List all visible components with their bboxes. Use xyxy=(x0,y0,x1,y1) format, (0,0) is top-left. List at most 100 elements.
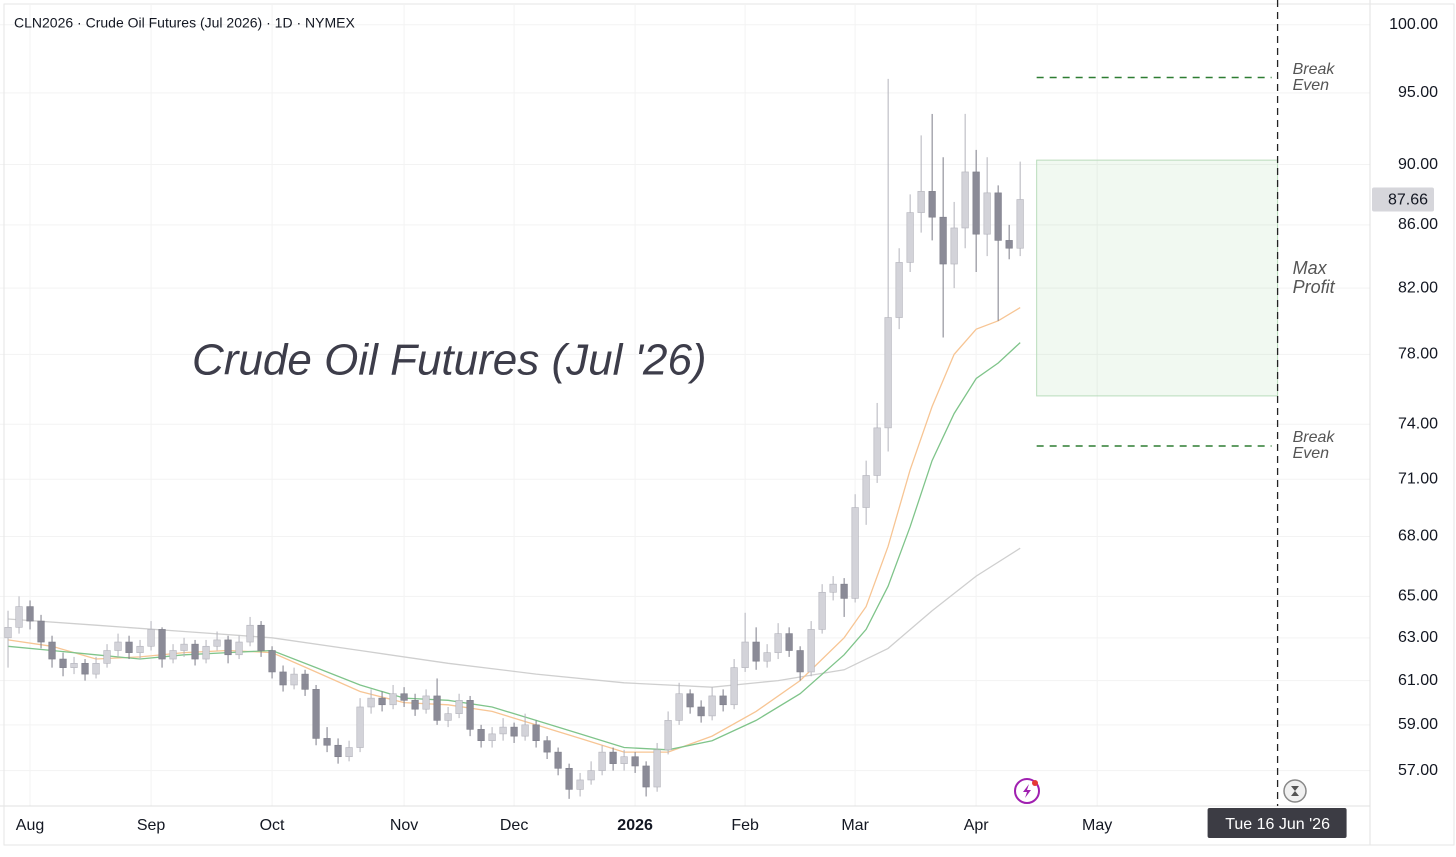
crosshair-label: Tue 16 Jun '26 xyxy=(1225,816,1330,833)
candle-body xyxy=(15,606,23,628)
candle-body xyxy=(213,639,221,647)
candle-body xyxy=(268,650,276,673)
candle-body xyxy=(59,658,67,668)
candle-body xyxy=(818,591,826,630)
candle-body xyxy=(895,262,903,318)
candle-body xyxy=(290,673,298,686)
candle-body xyxy=(851,507,859,599)
candle-body xyxy=(411,700,419,710)
moving-average-line xyxy=(7,547,1021,688)
candle-body xyxy=(510,726,518,737)
y-tick-label: 71.00 xyxy=(1398,470,1438,487)
candle-body xyxy=(92,663,100,675)
crosshair-tag xyxy=(1207,808,1347,838)
candle-body xyxy=(4,627,12,639)
candle-body xyxy=(499,726,507,735)
candle-body xyxy=(400,693,408,701)
chart-title: CLN2026 · Crude Oil Futures (Jul 2026) ·… xyxy=(14,15,355,31)
candle-body xyxy=(532,724,540,741)
candle-body xyxy=(422,695,430,710)
candle-body xyxy=(741,641,749,668)
y-tick-label: 74.00 xyxy=(1398,416,1438,433)
y-tick-label: 65.00 xyxy=(1398,588,1438,605)
candle-body xyxy=(114,641,122,651)
annotation-label: Break Even xyxy=(1292,60,1335,94)
candle-body xyxy=(235,641,243,656)
candle-body xyxy=(917,191,925,213)
plot-area xyxy=(0,5,1370,806)
candle-body xyxy=(653,749,661,788)
x-tick-label: Mar xyxy=(841,817,869,834)
y-tick-label: 68.00 xyxy=(1398,528,1438,545)
candle-body xyxy=(697,706,705,717)
candle-body xyxy=(191,643,199,660)
candle-body xyxy=(708,695,716,717)
hourglass xyxy=(1291,786,1299,796)
candle-body xyxy=(488,733,496,741)
candle-body xyxy=(873,427,881,476)
candle-body xyxy=(103,650,111,664)
x-tick-label: Apr xyxy=(964,817,990,834)
watermark: Crude Oil Futures (Jul '26) xyxy=(192,336,707,385)
hourglass-icon[interactable] xyxy=(1283,779,1307,803)
candle-body xyxy=(279,671,287,686)
bolt-dot xyxy=(1032,780,1038,786)
candle-body xyxy=(466,700,474,730)
frame xyxy=(3,3,1455,846)
candle-body xyxy=(224,639,232,656)
candle-body xyxy=(576,779,584,790)
candle-body xyxy=(565,767,573,790)
bolt-icon[interactable] xyxy=(1014,778,1040,804)
candle-body xyxy=(356,706,364,748)
annotation-label: Max Profit xyxy=(1292,258,1335,298)
candle-body xyxy=(906,212,914,263)
candle-body xyxy=(433,695,441,721)
candle-body xyxy=(367,697,375,708)
candle-body xyxy=(136,645,144,653)
candle-body xyxy=(763,652,771,662)
candle-body xyxy=(609,751,617,764)
candle-body xyxy=(983,192,991,235)
candle-body xyxy=(686,693,694,708)
candle-body xyxy=(829,583,837,593)
candle-body xyxy=(345,747,353,758)
candle-body xyxy=(389,693,397,706)
candle-body xyxy=(246,624,254,643)
y-tick-label: 95.00 xyxy=(1398,84,1438,101)
candle-body xyxy=(587,770,595,781)
candle-body xyxy=(620,756,628,764)
bolt-ring xyxy=(1014,778,1040,804)
candle-body xyxy=(158,629,166,660)
candle-body xyxy=(972,171,980,235)
candle-body xyxy=(202,645,210,660)
x-tick-label: Dec xyxy=(500,817,528,834)
y-tick-label: 86.00 xyxy=(1398,216,1438,233)
candle-body xyxy=(334,744,342,758)
candle-body xyxy=(543,740,551,753)
candle-body xyxy=(378,697,386,706)
candle-body xyxy=(48,641,56,660)
bolt xyxy=(1023,784,1031,798)
candle-body xyxy=(994,192,1002,241)
x-tick-label: Feb xyxy=(731,817,759,834)
last-price-tag xyxy=(1372,187,1434,212)
x-tick-label: Aug xyxy=(16,817,44,834)
max-profit-zone xyxy=(1036,159,1279,397)
candle-body xyxy=(312,689,320,739)
y-tick-label: 63.00 xyxy=(1398,629,1438,646)
candle-body xyxy=(554,751,562,769)
x-tick-label: May xyxy=(1082,817,1112,834)
candle-body xyxy=(675,693,683,721)
candle-body xyxy=(1016,199,1024,249)
candle-body xyxy=(125,641,133,653)
candle-body xyxy=(257,624,265,651)
candle-body xyxy=(719,695,727,706)
candle-body xyxy=(840,583,848,599)
candle-body xyxy=(961,171,969,229)
candle-body xyxy=(642,765,650,788)
candle-body xyxy=(950,227,958,265)
x-tick-label: Nov xyxy=(390,817,418,834)
y-tick-label: 82.00 xyxy=(1398,279,1438,296)
candle-body xyxy=(730,667,738,706)
